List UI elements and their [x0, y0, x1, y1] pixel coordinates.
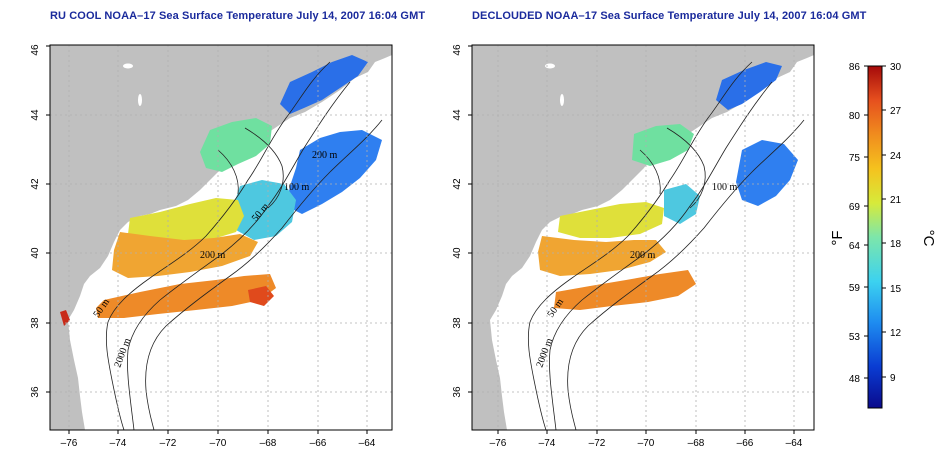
- left-sst-red-patch: [248, 286, 274, 306]
- left-map-title: RU COOL NOAA–17 Sea Surface Temperature …: [50, 10, 426, 22]
- right-x-tick-label: –64: [786, 438, 803, 449]
- colorbar-fahrenheit-tick: 48: [849, 374, 861, 385]
- left-x-tick-label: –74: [110, 438, 127, 449]
- colorbar-celsius-tick: 30: [890, 62, 902, 73]
- colorbar-celsius-tick: 15: [890, 284, 902, 295]
- left-contour-label: 200 m: [312, 150, 338, 161]
- left-y-tick-label: 46: [30, 44, 41, 56]
- right-map-frame: [471, 44, 815, 431]
- right-contour-label: 100 m: [712, 182, 738, 193]
- left-x-tick-label: –66: [310, 438, 327, 449]
- right-sst-green-cape-cod: [632, 124, 694, 166]
- right-lake-2: [560, 94, 564, 106]
- colorbar-scale: [867, 65, 883, 409]
- right-y-tick-label: 38: [452, 317, 463, 329]
- left-sst-blue-gulf-of-maine: [280, 55, 368, 114]
- left-map-frame: [49, 44, 393, 431]
- right-sst-orange-slope: [554, 270, 696, 310]
- right-map-panel: 100 m 200 m 50 m 2000 m –76: [452, 44, 815, 449]
- colorbar-celsius-tick: 21: [890, 195, 902, 206]
- colorbar-fahrenheit-tick: 69: [849, 202, 861, 213]
- colorbar-fahrenheit-tick: 75: [849, 153, 861, 164]
- right-sst-cyan-shelf: [664, 184, 700, 224]
- right-sst-blue-gulf-of-maine: [716, 62, 782, 110]
- colorbar-celsius-tick: 9: [890, 373, 896, 384]
- right-y-tick-label: 40: [452, 247, 463, 259]
- left-x-tick-label: –68: [260, 438, 277, 449]
- left-x-tick-label: –70: [210, 438, 227, 449]
- colorbar-celsius-tick: 12: [890, 328, 902, 339]
- left-x-tick-label: –72: [160, 438, 177, 449]
- right-y-tick-label: 42: [452, 178, 463, 190]
- right-lake: [545, 63, 555, 69]
- left-sst-yellow-shelf: [128, 198, 244, 244]
- left-x-tick-label: –76: [61, 438, 78, 449]
- left-chesapeake: [72, 337, 80, 355]
- right-sst-orange-mid-atlantic: [538, 236, 666, 276]
- colorbar-fahrenheit-tick: 80: [849, 111, 861, 122]
- right-y-tick-label: 36: [452, 386, 463, 398]
- left-sst-blue-georges: [286, 130, 382, 214]
- left-y-tick-label: 40: [30, 247, 41, 259]
- right-x-tick-label: –68: [688, 438, 705, 449]
- right-x-tick-label: –76: [490, 438, 507, 449]
- left-sst-cyan-shelf: [232, 180, 296, 240]
- left-map-panel: 200 m 100 m 50 m 200 m 50 m 2000 m: [30, 44, 393, 449]
- right-sst-yellow-shelf: [558, 202, 664, 238]
- right-y-tick-label: 44: [452, 109, 463, 121]
- celsius-axis-label: °C: [920, 230, 937, 247]
- left-contour-label: 200 m: [200, 250, 226, 261]
- left-grid: [50, 45, 392, 430]
- left-land-mass: [50, 45, 392, 430]
- left-tick-marks: [46, 45, 368, 434]
- fahrenheit-axis-label: °F: [829, 230, 846, 245]
- right-map-title: DECLOUDED NOAA–17 Sea Surface Temperatur…: [472, 10, 867, 22]
- right-grid: [472, 45, 814, 430]
- right-sst-blue-georges: [736, 140, 798, 206]
- right-x-tick-label: –66: [737, 438, 754, 449]
- left-lake-2: [138, 94, 142, 106]
- temperature-colorbar: 86 80 75 69 64 59 53 48 30 27 24 21 18 1…: [829, 62, 937, 409]
- left-sst-orange-mid-atlantic: [112, 232, 258, 278]
- colorbar-celsius-tick: 27: [890, 106, 902, 117]
- right-bathymetry-contours: [527, 61, 805, 430]
- colorbar-fahrenheit-tick: 64: [849, 241, 861, 252]
- right-x-tick-label: –74: [539, 438, 556, 449]
- colorbar-tick-marks: [864, 65, 886, 379]
- left-lake: [123, 63, 133, 69]
- right-y-tick-label: 46: [452, 44, 463, 56]
- left-y-tick-label: 42: [30, 178, 41, 190]
- left-y-tick-label: 38: [30, 317, 41, 329]
- colorbar-fahrenheit-tick: 86: [849, 62, 861, 73]
- left-sst-orange-slope: [96, 274, 276, 318]
- colorbar-celsius-tick: 24: [890, 151, 902, 162]
- left-contour-label: 100 m: [284, 182, 310, 193]
- right-tick-marks: [468, 45, 795, 434]
- left-x-tick-label: –64: [359, 438, 376, 449]
- colorbar-fahrenheit-tick: 59: [849, 283, 861, 294]
- right-contour-label: 200 m: [630, 250, 656, 261]
- left-bathymetry-contours: [105, 61, 383, 430]
- colorbar-fahrenheit-tick: 53: [849, 332, 861, 343]
- left-sst-red-coastal: [60, 310, 70, 326]
- left-y-tick-label: 44: [30, 109, 41, 121]
- left-y-tick-label: 36: [30, 386, 41, 398]
- right-x-tick-label: –72: [589, 438, 606, 449]
- right-x-tick-label: –70: [638, 438, 655, 449]
- right-land-mass: [472, 45, 814, 430]
- colorbar-celsius-tick: 18: [890, 239, 902, 250]
